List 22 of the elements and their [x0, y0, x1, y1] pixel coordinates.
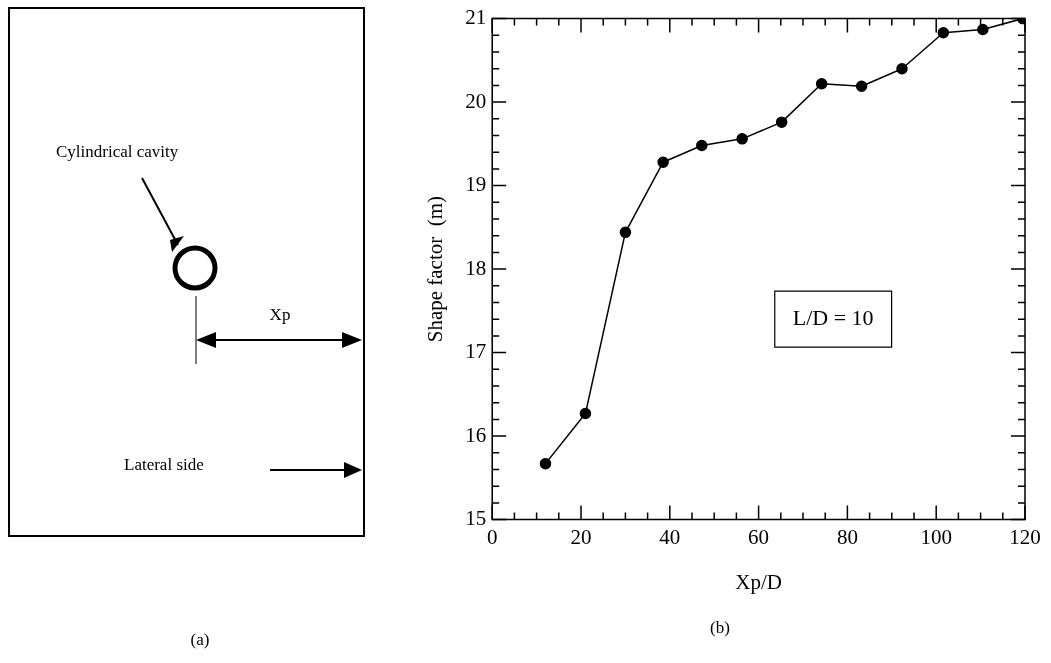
y-tick-label: 19: [465, 172, 487, 197]
y-tick-label: 17: [465, 339, 487, 364]
x-tick-label: 60: [748, 524, 770, 549]
text: (b): [710, 618, 730, 638]
annotation: L/D = 10: [792, 304, 874, 330]
x-axis-title: Xp/D: [735, 569, 782, 594]
text: Cylindrical cavity: [56, 142, 179, 162]
x-tick-label: 0: [486, 524, 498, 549]
text: (a): [190, 630, 210, 650]
x-tick-label: 40: [659, 524, 681, 549]
text: Xp: [269, 305, 291, 325]
y-tick-label: 18: [465, 255, 487, 280]
text: Lateral side: [124, 455, 204, 475]
y-tick-label: 20: [465, 88, 487, 113]
y-axis-title: Shape factor (m): [423, 195, 448, 343]
y-tick-label: 16: [465, 422, 487, 447]
x-tick-label: 100: [920, 524, 952, 549]
x-tick-label: 80: [836, 524, 858, 549]
x-tick-label: 120: [1009, 524, 1041, 549]
x-tick-label: 20: [570, 524, 592, 549]
y-tick-label: 21: [465, 5, 487, 30]
y-tick-label: 15: [465, 506, 487, 531]
